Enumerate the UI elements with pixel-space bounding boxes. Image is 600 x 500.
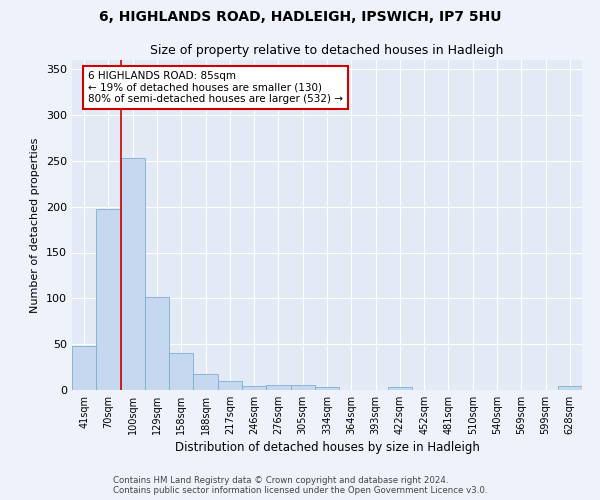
Bar <box>72 346 96 390</box>
Bar <box>388 387 412 390</box>
Text: 6, HIGHLANDS ROAD, HADLEIGH, IPSWICH, IP7 5HU: 6, HIGHLANDS ROAD, HADLEIGH, IPSWICH, IP… <box>99 10 501 24</box>
Title: Size of property relative to detached houses in Hadleigh: Size of property relative to detached ho… <box>151 44 503 58</box>
Y-axis label: Number of detached properties: Number of detached properties <box>31 138 40 312</box>
Text: Contains HM Land Registry data © Crown copyright and database right 2024.
Contai: Contains HM Land Registry data © Crown c… <box>113 476 487 495</box>
Bar <box>145 296 169 390</box>
Bar <box>169 354 193 390</box>
X-axis label: Distribution of detached houses by size in Hadleigh: Distribution of detached houses by size … <box>175 441 479 454</box>
Bar <box>558 386 582 390</box>
Text: 6 HIGHLANDS ROAD: 85sqm
← 19% of detached houses are smaller (130)
80% of semi-d: 6 HIGHLANDS ROAD: 85sqm ← 19% of detache… <box>88 71 343 104</box>
Bar <box>193 374 218 390</box>
Bar <box>96 210 121 390</box>
Bar <box>266 386 290 390</box>
Bar <box>121 158 145 390</box>
Bar <box>242 386 266 390</box>
Bar <box>218 381 242 390</box>
Bar <box>290 386 315 390</box>
Bar <box>315 387 339 390</box>
